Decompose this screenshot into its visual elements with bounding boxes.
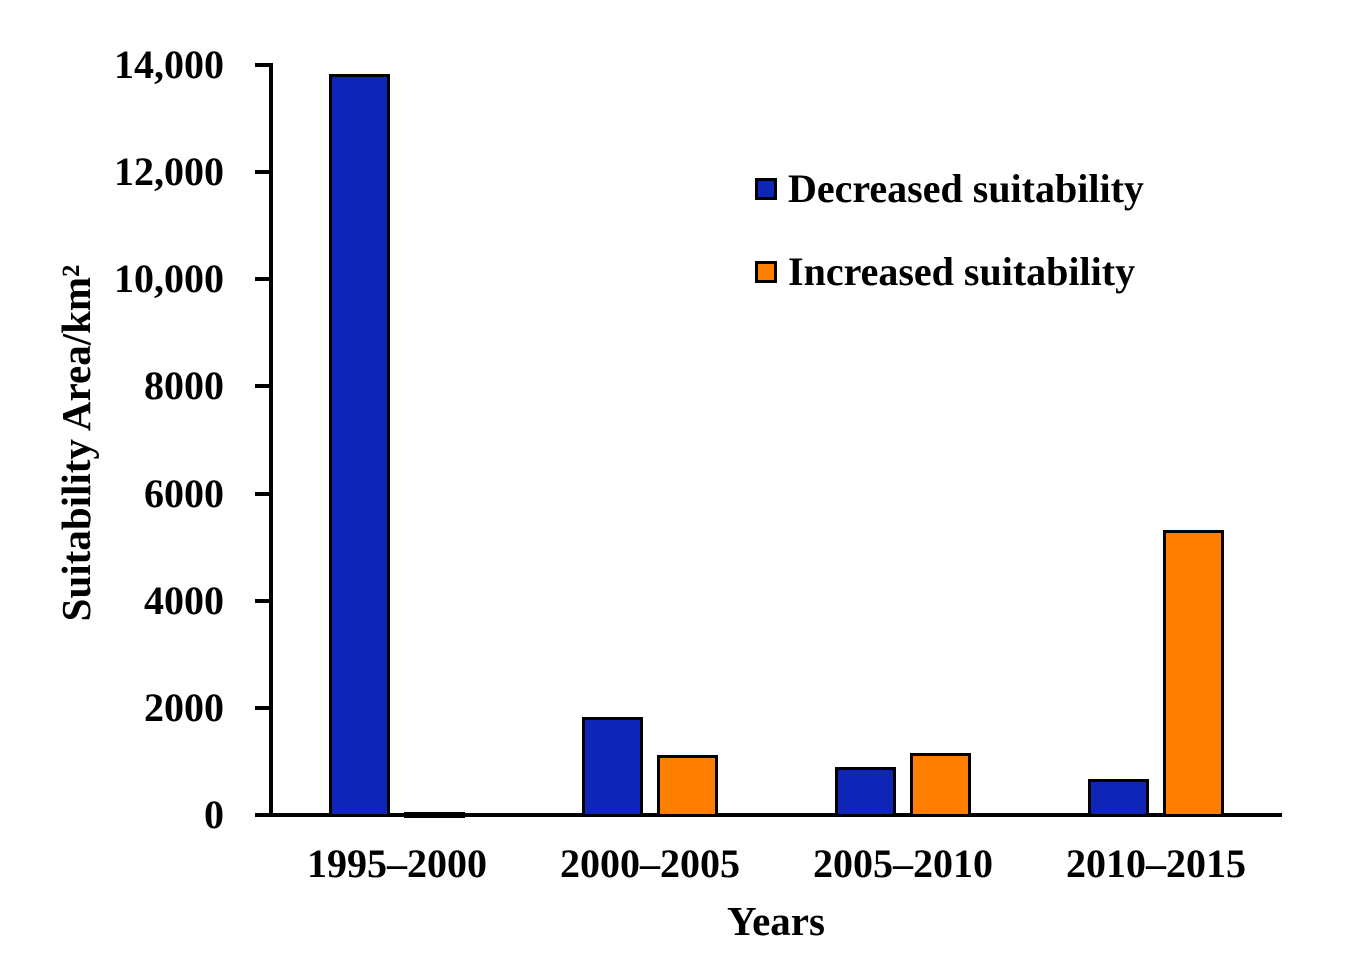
y-tick-label: 0: [204, 792, 224, 837]
y-tick-mark: [255, 277, 269, 281]
y-tick-mark: [255, 492, 269, 496]
y-tick-label: 10,000: [114, 256, 224, 301]
legend-item-decreased-suitability: Decreased suitability: [755, 167, 1144, 211]
bar-increased-suitability-1995-2000: [404, 812, 465, 818]
y-tick-label: 2000: [144, 685, 224, 730]
x-tick-label-2005-2010: 2005–2010: [813, 841, 993, 886]
y-tick-mark: [255, 599, 269, 603]
y-tick-label: 8000: [144, 363, 224, 408]
y-tick-mark: [255, 813, 269, 817]
x-tick-label-1995-2000: 1995–2000: [307, 841, 487, 886]
legend-item-increased-suitability: Increased suitability: [755, 250, 1144, 294]
legend: Decreased suitability Increased suitabili…: [755, 167, 1144, 333]
y-axis-title: Suitability Area/km²: [53, 264, 99, 622]
y-tick-label: 6000: [144, 471, 224, 516]
bar-decreased-suitability-2010-2015: [1088, 779, 1149, 817]
y-axis-line: [269, 63, 273, 817]
x-tick-label-2010-2015: 2010–2015: [1066, 841, 1246, 886]
legend-label: Decreased suitability: [788, 166, 1144, 211]
y-tick-label: 14,000: [114, 42, 224, 87]
bar-increased-suitability-2005-2010: [910, 753, 971, 817]
y-tick-label: 4000: [144, 578, 224, 623]
y-tick-label: 12,000: [114, 149, 224, 194]
legend-swatch-increased-suitability: [755, 261, 777, 283]
bar-decreased-suitability-1995-2000: [329, 74, 390, 817]
legend-swatch-decreased-suitability: [755, 178, 777, 200]
y-tick-mark: [255, 384, 269, 388]
legend-label: Increased suitability: [788, 249, 1136, 294]
bar-increased-suitability-2010-2015: [1163, 530, 1224, 817]
y-tick-mark: [255, 63, 269, 67]
x-axis-title: Years: [727, 898, 825, 944]
bar-decreased-suitability-2005-2010: [835, 767, 896, 817]
bar-decreased-suitability-2000-2005: [582, 717, 643, 817]
x-axis-line: [269, 813, 1282, 817]
bar-increased-suitability-2000-2005: [657, 755, 718, 817]
y-tick-mark: [255, 706, 269, 710]
x-tick-label-2000-2005: 2000–2005: [560, 841, 740, 886]
y-tick-mark: [255, 170, 269, 174]
